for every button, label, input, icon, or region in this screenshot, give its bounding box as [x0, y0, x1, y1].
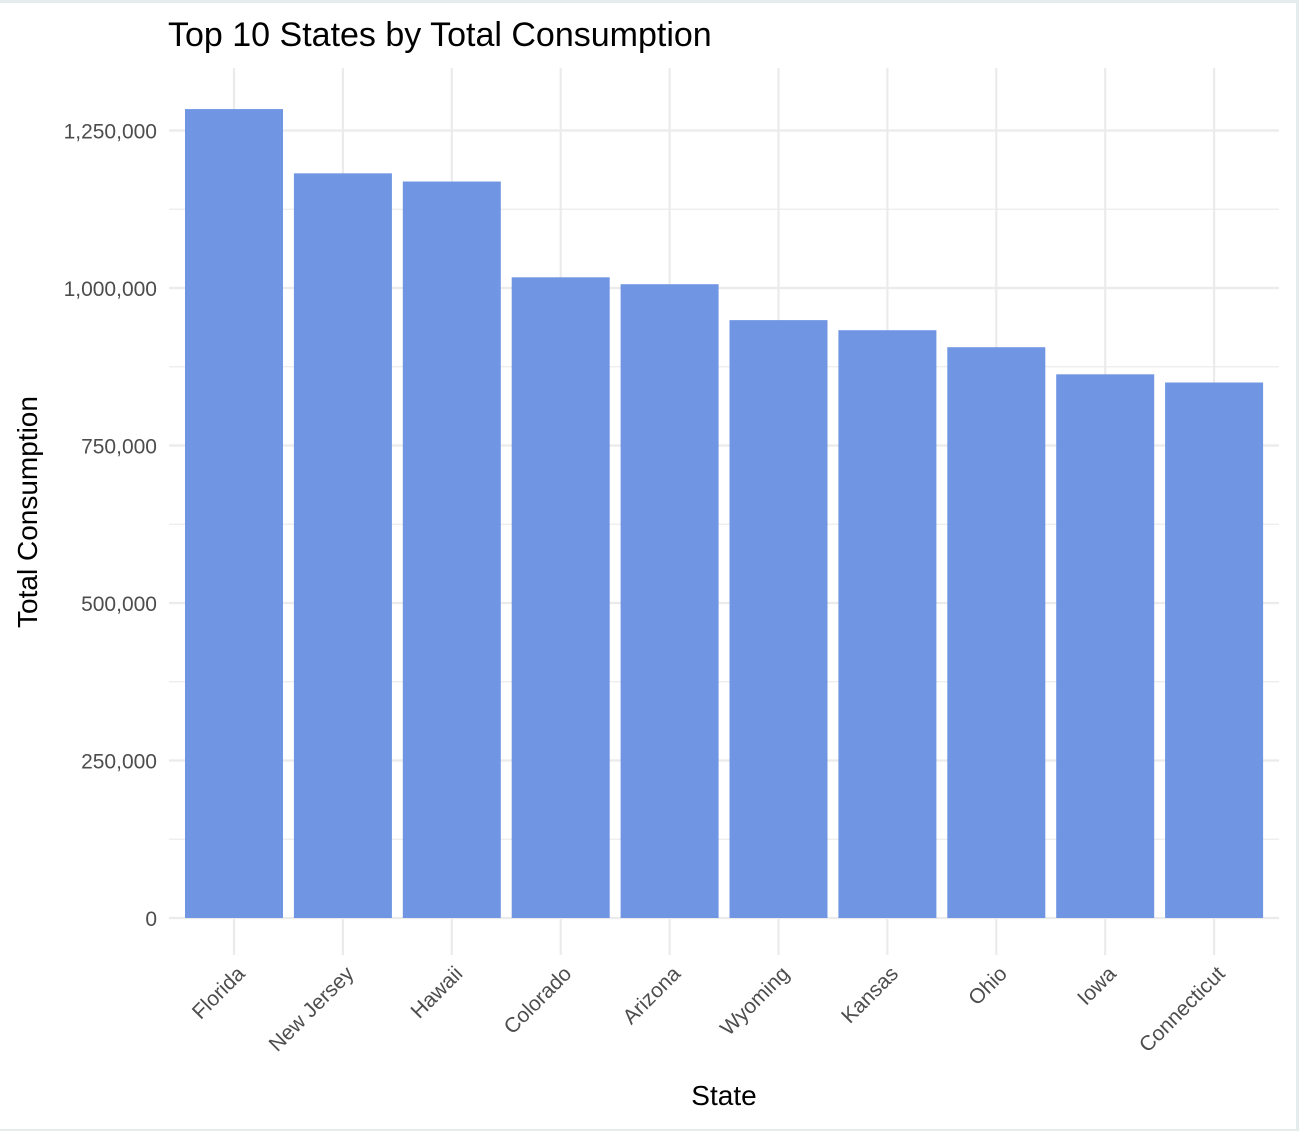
y-axis-title: Total Consumption: [12, 396, 43, 628]
y-axis-ticks: 0 250,000 500,000 750,000 1,000,000 1,250,000: [64, 121, 157, 932]
bar-connecticut: [1165, 382, 1264, 918]
x-tick-label: Hawaii: [407, 962, 468, 1023]
bar-ohio: [947, 347, 1046, 919]
y-tick-label: 750,000: [81, 436, 157, 459]
x-tick-label: New Jersey: [265, 962, 359, 1056]
bar-hawaii: [402, 181, 501, 918]
bar-arizona: [620, 284, 719, 919]
x-axis-ticks: Florida New Jersey Hawaii Colorado Arizona Wy…: [188, 962, 1230, 1057]
x-tick-label: Arizona: [619, 962, 686, 1029]
y-tick-label: 500,000: [81, 593, 157, 616]
y-tick-label: 1,000,000: [64, 278, 157, 301]
y-tick-label: 1,250,000: [64, 121, 157, 144]
bars: [185, 109, 1264, 919]
x-tick-label: Florida: [188, 962, 250, 1024]
bar-kansas: [838, 330, 937, 919]
bar-colorado: [511, 277, 610, 918]
bar-florida: [185, 109, 283, 918]
x-tick-label: Connecticut: [1135, 962, 1230, 1057]
bar-iowa: [1056, 374, 1155, 918]
x-tick-label: Iowa: [1073, 962, 1121, 1010]
bar-new-jersey: [293, 173, 392, 919]
x-tick-label: Ohio: [964, 962, 1012, 1010]
bar-wyoming: [729, 320, 828, 918]
x-axis-title: State: [691, 1080, 756, 1111]
x-tick-label: Kansas: [837, 962, 903, 1028]
y-tick-label: 0: [145, 908, 157, 931]
y-tick-label: 250,000: [81, 751, 157, 774]
chart-title: Top 10 States by Total Consumption: [168, 16, 712, 54]
x-tick-label: Colorado: [500, 962, 577, 1039]
x-tick-label: Wyoming: [716, 962, 794, 1040]
